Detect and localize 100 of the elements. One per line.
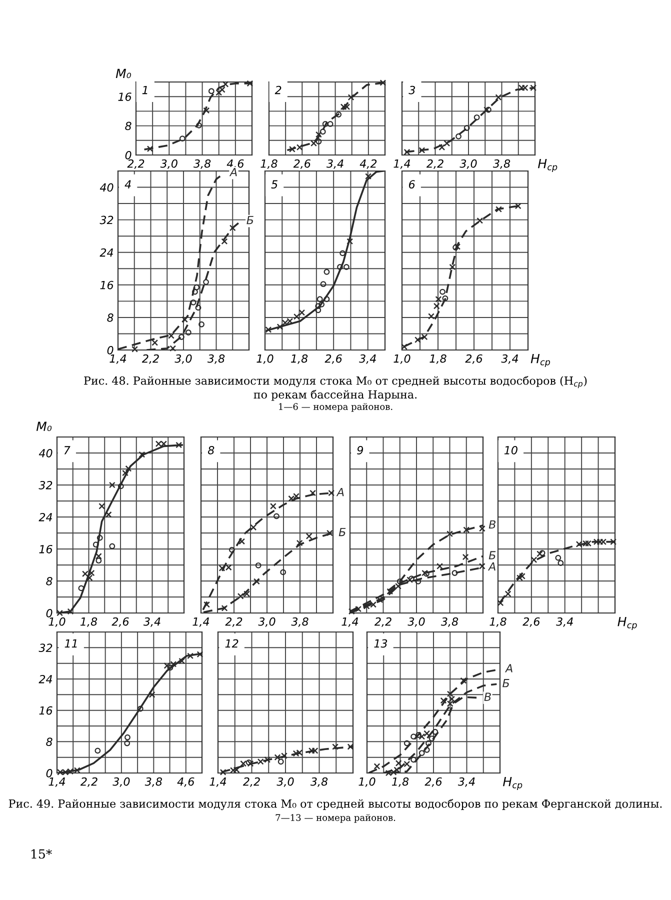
x-tick-label: 3,0 xyxy=(160,159,178,169)
x-tick-label: 3,4 xyxy=(326,159,344,169)
y-tick-label: 24 xyxy=(38,512,52,522)
x-tick-label: 1,8 xyxy=(430,354,446,364)
chart-title: 2 xyxy=(274,86,282,94)
x-tick-label: 2,6 xyxy=(293,159,310,169)
x-tick-label: 4,6 xyxy=(177,777,194,787)
x-tick-label: 2,2 xyxy=(142,354,159,364)
x-tick-label: 2,2 xyxy=(374,617,392,627)
x-tick-label: 3,8 xyxy=(144,777,162,787)
y-axis-title: M₀ xyxy=(36,422,52,432)
y-tick-label: 16 xyxy=(39,544,52,554)
x-tick-label: 1,4 xyxy=(342,618,358,627)
y-tick-label: 16 xyxy=(39,706,52,715)
y-tick-label: 0 xyxy=(107,346,114,354)
text: 11 xyxy=(64,639,77,648)
y-tick-label: 0 xyxy=(46,768,52,778)
x-tick-label: 1,0 xyxy=(256,354,274,364)
x-axis-title: H$_{ср}$ xyxy=(502,777,522,790)
y-tick-label: 40 xyxy=(38,448,52,458)
y-axis-title: M₀ xyxy=(116,68,132,78)
x-tick-label: 4,2 xyxy=(360,159,377,169)
x-tick-label: 2,6 xyxy=(465,354,482,364)
x-tick-label: 1,4 xyxy=(192,618,210,627)
y-tick-label: 16 xyxy=(118,92,132,101)
chart-title: 3 xyxy=(408,86,415,94)
text: 7 xyxy=(64,446,70,454)
x-tick-label: 3,0 xyxy=(112,777,130,787)
series-label: В xyxy=(484,692,491,701)
x-tick-label: 2,2 xyxy=(127,159,144,169)
x-tick-label: 1,4 xyxy=(110,354,126,364)
x-tick-label: 3,4 xyxy=(458,777,475,787)
series-label: А xyxy=(336,488,344,496)
x-tick-label: 2,2 xyxy=(225,617,242,627)
text: 6 xyxy=(409,180,415,189)
x-tick-label: 2,6 xyxy=(324,354,342,364)
x-axis-title: H$_{ср}$ xyxy=(530,354,550,367)
series-label: А xyxy=(488,562,496,570)
y-tick-label: 16 xyxy=(100,280,114,290)
series-label: Б xyxy=(502,679,510,688)
x-tick-label: 2,6 xyxy=(424,777,442,787)
x-tick-label: 3,0 xyxy=(258,617,276,627)
x-tick-label: 1,8 xyxy=(260,159,278,169)
x-tick-label: 2,2 xyxy=(242,777,260,787)
text: 5 xyxy=(271,180,278,189)
x-tick-label: 3,8 xyxy=(440,617,458,627)
y-tick-label: 8 xyxy=(107,313,114,322)
text: 7—13 — номера районов. xyxy=(276,814,396,823)
series-label: Б xyxy=(246,216,254,224)
text: 15* xyxy=(32,849,52,859)
x-tick-label: 2,6 xyxy=(522,617,540,627)
x-tick-label: 1,0 xyxy=(394,354,410,364)
x-axis-title: H$_{ср}$ xyxy=(618,617,637,630)
x-tick-label: 3,8 xyxy=(310,777,328,787)
x-tick-label: 3,0 xyxy=(408,617,425,627)
x-tick-label: 3,8 xyxy=(492,159,510,169)
series-label: Б xyxy=(488,551,496,560)
x-tick-label: 1,4 xyxy=(48,778,66,787)
chart-title: 1 xyxy=(142,86,148,94)
x-tick-label: 3,4 xyxy=(359,354,376,364)
series-label: В xyxy=(488,520,496,528)
x-tick-label: 2,2 xyxy=(426,159,444,169)
x-tick-label: 3,4 xyxy=(556,617,573,627)
y-tick-label: 0 xyxy=(46,608,52,618)
x-axis-title: H$_{ср}$ xyxy=(538,159,558,172)
x-tick-label: 3,8 xyxy=(291,617,308,627)
text: 1—6 — номера районов. xyxy=(279,403,392,412)
text: 13 xyxy=(374,639,388,648)
y-tick-label: 32 xyxy=(100,216,114,224)
y-tick-label: 8 xyxy=(46,738,52,746)
x-tick-label: 2,2 xyxy=(80,777,98,787)
x-tick-label: 1,0 xyxy=(48,617,66,627)
x-tick-label: 1,0 xyxy=(358,777,376,787)
x-tick-label: 3,0 xyxy=(460,159,477,169)
text: 12 xyxy=(225,639,238,648)
series-label: Б xyxy=(338,528,346,536)
text: 4 xyxy=(124,180,131,188)
y-tick-label: 8 xyxy=(46,576,52,586)
y-tick-label: 32 xyxy=(38,644,52,652)
x-tick-label: 3,4 xyxy=(143,617,160,627)
y-tick-label: 32 xyxy=(38,480,52,490)
x-tick-label: 2,6 xyxy=(112,617,129,627)
y-tick-label: 24 xyxy=(38,674,52,684)
x-tick-label: 3,0 xyxy=(174,354,192,364)
x-tick-label: 3,0 xyxy=(276,777,294,787)
x-tick-label: 1,4 xyxy=(210,778,226,787)
y-tick-label: 40 xyxy=(100,183,114,192)
y-tick-label: 24 xyxy=(100,248,114,257)
x-tick-label: 1,8 xyxy=(490,617,506,627)
y-tick-label: 8 xyxy=(125,122,132,130)
series-label: А xyxy=(229,168,237,176)
x-tick-label: 1,4 xyxy=(394,160,410,169)
text: 8 xyxy=(208,446,214,454)
text: 9 xyxy=(357,446,364,454)
x-tick-label: 3,4 xyxy=(501,354,518,364)
series-label: А xyxy=(504,664,512,672)
text: Рис. 48. Районные зависимости модуля стока M₀ от средней высоты водосборов (H$_{ср}$) по рекам бассейна Нарына. xyxy=(84,376,587,401)
y-tick-label: 0 xyxy=(125,150,132,160)
text: Рис. 49. Районные зависимости модуля стока M₀ от средней высоты водосборов по рекам Ферганской долины. xyxy=(8,799,662,810)
x-tick-label: 3,8 xyxy=(207,354,225,364)
